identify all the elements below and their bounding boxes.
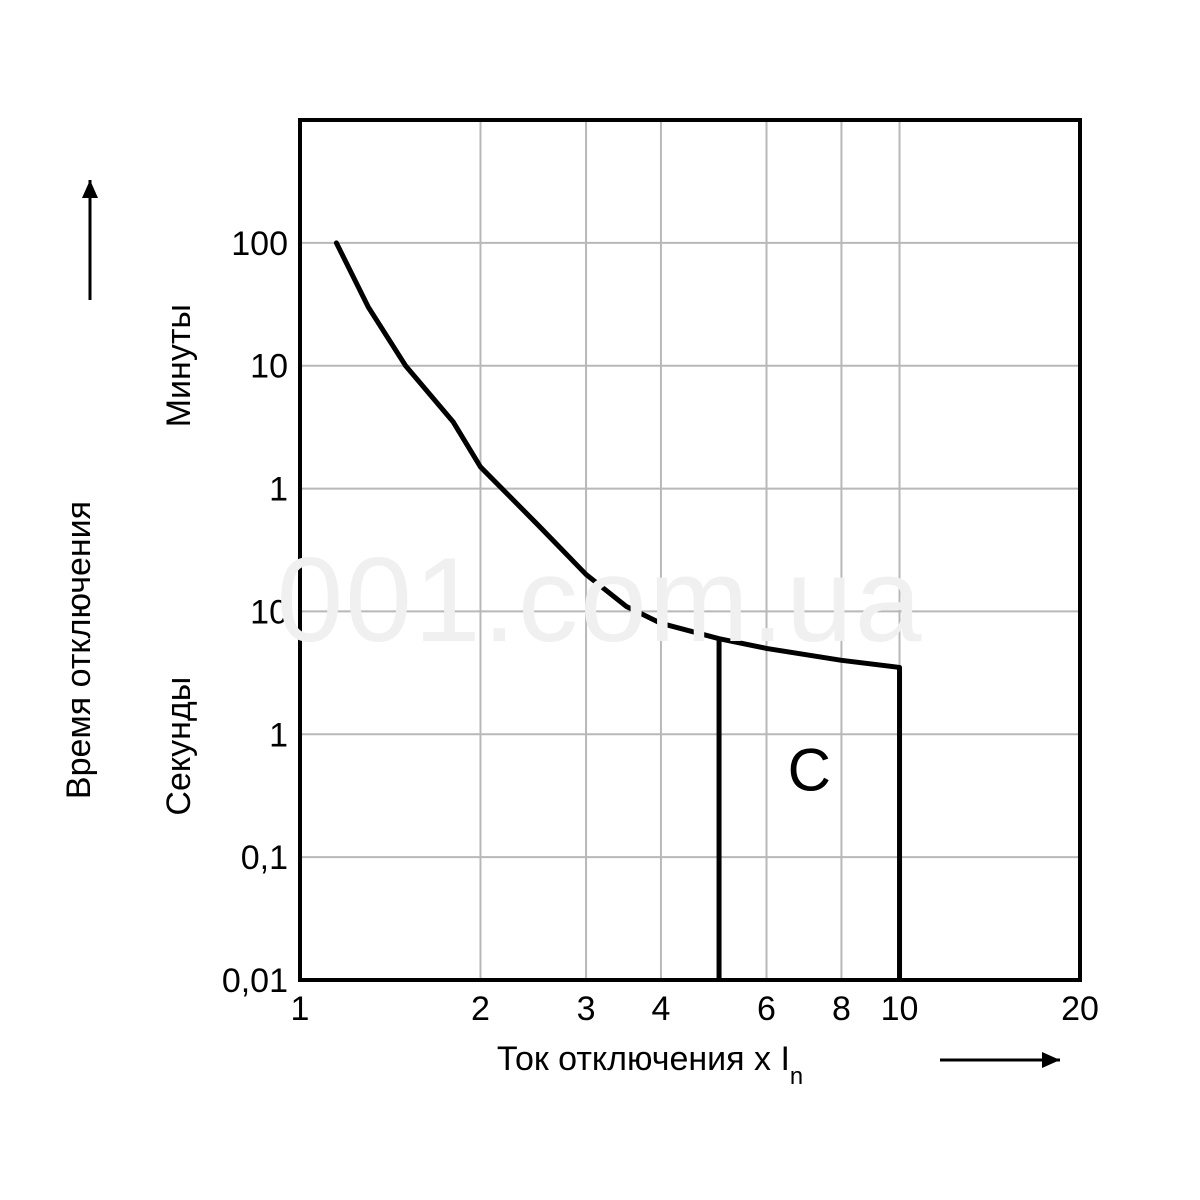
trip-curve-chart: C 1 2 3 4 6 8 10 20 0,01 0,1 1 10 1 10 100 Ток отключени… xyxy=(0,0,1200,1200)
x-tick-label: 6 xyxy=(757,990,776,1028)
x-tick-label: 1 xyxy=(291,990,310,1028)
x-tick-label: 8 xyxy=(832,990,851,1028)
x-tick-label: 3 xyxy=(577,990,596,1028)
y-tick-label: 0,1 xyxy=(241,839,288,877)
y-axis-arrow-head xyxy=(82,180,98,198)
x-tick-label: 20 xyxy=(1061,990,1099,1028)
page: 001.com.ua C12346810200,010,1110110100То… xyxy=(0,0,1200,1200)
trip-curve xyxy=(336,243,899,668)
y-tick-label: 0,01 xyxy=(222,962,288,1000)
x-axis-arrow-head xyxy=(1042,1052,1060,1068)
x-axis-title: Ток отключения x In xyxy=(497,1040,803,1090)
y-axis-title-main: Время отключения xyxy=(60,501,98,799)
y-tick-label: 1 xyxy=(269,716,288,754)
y-tick-label: 10 xyxy=(250,348,288,386)
y-axis-title-minutes: Минуты xyxy=(160,304,198,427)
y-tick-label: 1 xyxy=(269,471,288,509)
x-tick-label: 4 xyxy=(651,990,670,1028)
plot-frame xyxy=(300,120,1080,980)
x-tick-label: 10 xyxy=(881,990,919,1028)
y-axis-title-seconds: Секунды xyxy=(160,677,198,816)
region-label: C xyxy=(788,736,831,803)
y-tick-label: 100 xyxy=(231,225,288,263)
y-tick-label: 10 xyxy=(250,593,288,631)
x-tick-label: 2 xyxy=(471,990,490,1028)
